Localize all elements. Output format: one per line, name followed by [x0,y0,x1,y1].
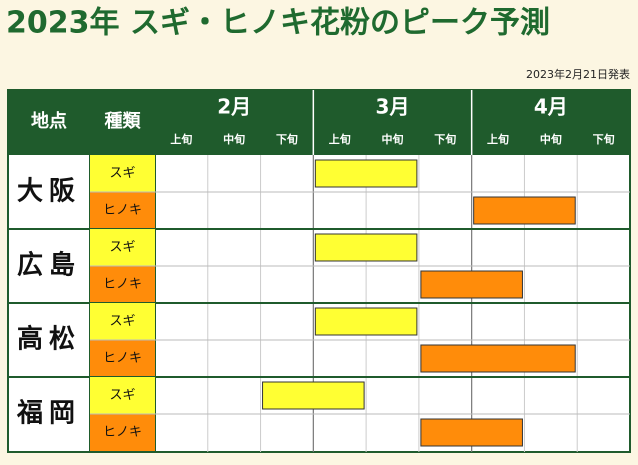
type-label: スギ [109,388,135,403]
location: 大阪 [17,177,81,207]
period-label: 中旬 [540,132,562,146]
type-label: ヒノキ [103,203,142,218]
type-label: ヒノキ [103,425,142,440]
header-label: 地点 [31,110,67,132]
peak-bar [314,307,418,336]
type-label: ヒノキ [103,277,142,292]
period-label: 上旬 [329,132,351,146]
month-label: 4月 [534,95,568,119]
header-label: 種類 [105,110,142,132]
location: 福岡 [16,399,81,429]
type-label: スギ [109,166,135,181]
type-cell [90,414,155,451]
announcement: 2023年2月21日発表 [526,67,630,81]
peak-bar [473,196,576,225]
month-label: 2月 [217,95,251,119]
period-label: 上旬 [170,132,192,146]
type-label: ヒノキ [103,351,142,366]
peak-bar [314,233,418,262]
header-bg [8,90,630,155]
period-label: 中旬 [382,132,404,146]
type-cell [90,229,155,266]
type-cell [90,155,155,192]
peak-bar [420,270,523,299]
type-cell [90,266,155,303]
peak-bar [262,381,365,410]
type-label: スギ [109,314,135,329]
title: 2023年 スギ・ヒノキ花粉のピーク予測 [6,6,550,41]
period-label: 下旬 [593,132,615,146]
month-label: 3月 [376,95,410,119]
peak-bar [420,344,576,373]
period-label: 下旬 [276,132,298,146]
period-label: 下旬 [434,132,456,146]
peak-bar [420,418,523,447]
period-label: 中旬 [223,132,245,146]
location: 高松 [17,324,81,355]
type-cell [90,303,155,340]
type-cell [90,192,155,229]
type-label: スギ [109,240,135,255]
type-cell [90,377,155,414]
type-cell [90,340,155,377]
location: 広島 [17,250,81,281]
peak-bar [314,159,418,188]
period-label: 上旬 [487,132,509,146]
